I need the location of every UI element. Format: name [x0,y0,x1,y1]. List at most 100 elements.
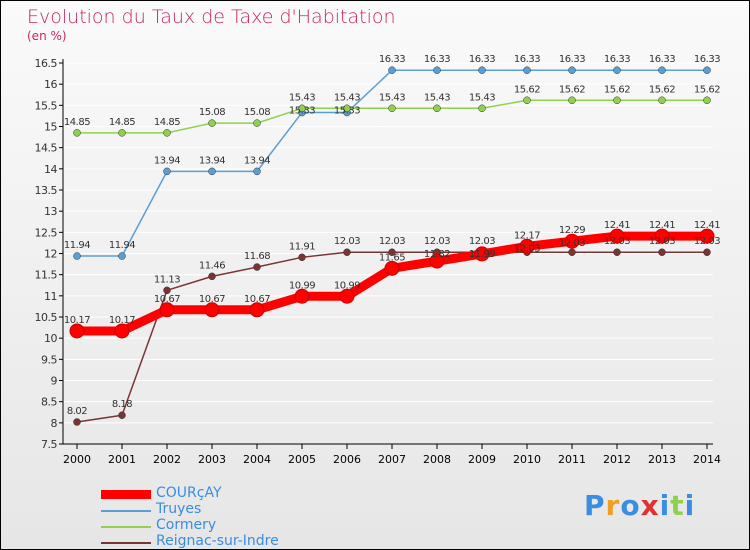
data-label: 14.85 [109,117,135,128]
data-label: 15.43 [469,92,495,103]
data-point [339,288,355,304]
legend-swatch [101,510,151,512]
data-point [253,167,261,176]
data-point [699,228,715,244]
data-point [388,248,396,256]
data-point [703,96,711,105]
legend-item: Reignac-sur-Indre [101,533,401,549]
x-tick-label: 2013 [648,453,676,466]
data-label: 15.43 [379,92,405,103]
data-label: 11.68 [244,251,270,262]
data-label: 12.41 [604,220,630,231]
data-label: 16.33 [514,54,540,65]
data-point [523,96,531,105]
data-label: 11.94 [64,240,90,251]
y-tick-label: 15 [44,121,57,134]
data-point [474,246,490,262]
data-label: 11.99 [469,249,495,260]
data-point [564,233,580,249]
data-label: 15.62 [514,84,540,95]
x-tick-label: 2011 [558,453,586,466]
data-point [118,252,126,260]
data-label: 12.03 [334,236,360,247]
y-tick-label: 7.5 [41,438,57,451]
data-label: 15.43 [424,92,450,103]
data-point [163,167,171,176]
data-label: 15.62 [649,84,675,95]
data-point [568,96,576,105]
y-axis-unit: (en %) [27,29,67,43]
x-tick-label: 2014 [693,453,721,466]
data-label: 10.17 [64,315,90,326]
data-label: 16.33 [559,54,585,65]
data-point [208,167,216,176]
data-point [298,253,306,262]
data-label: 11.91 [289,241,315,252]
y-tick-label: 11.5 [35,269,58,282]
logo-letter: P [584,489,606,522]
x-tick-label: 2002 [153,453,181,466]
data-point [523,66,531,74]
legend-swatch [101,490,151,499]
data-label: 12.03 [604,236,630,247]
data-label: 11.94 [109,240,135,251]
y-tick-label: 10.5 [35,311,58,324]
proxiti-logo: Proxiti [584,489,695,522]
y-tick-label: 16 [44,78,57,91]
data-point [163,129,171,137]
x-tick-label: 2003 [198,453,226,466]
data-point [568,66,576,74]
data-label: 16.33 [379,54,405,65]
data-point [73,252,81,260]
data-point [163,286,171,295]
logo-letter: o [620,489,641,522]
data-label: 13.94 [244,155,270,166]
data-point [159,302,175,318]
data-label: 15.33 [334,105,360,116]
y-tick-label: 13 [44,205,57,218]
legend-item: COURçAY [101,485,401,503]
data-point [613,96,621,105]
data-point [519,238,535,254]
y-tick-label: 13.5 [35,184,58,197]
data-label: 12.17 [514,230,540,241]
data-point [204,302,220,318]
data-label: 12.03 [469,236,495,247]
data-label: 12.41 [649,220,675,231]
x-tick-label: 2001 [108,453,136,466]
y-tick-label: 15.5 [35,99,58,112]
x-tick-label: 2010 [513,453,541,466]
data-point [118,411,126,419]
x-tick-label: 2007 [378,453,406,466]
logo-letter: t [670,489,685,522]
logo-letter: r [605,489,621,522]
data-label: 11.82 [424,249,450,260]
data-label: 15.43 [289,92,315,103]
data-point [343,248,351,256]
legend-label: Reignac-sur-Indre [156,533,279,549]
data-point [294,288,310,304]
legend-label: Cormery [156,517,217,533]
x-tick-label: 2009 [468,453,496,466]
logo-letter: x [640,489,660,522]
data-label: 13.94 [154,155,180,166]
y-tick-label: 8.5 [41,396,57,409]
data-point [703,248,711,256]
data-point [208,119,216,127]
data-label: 16.33 [424,54,450,65]
data-point [654,228,670,244]
data-label: 10.99 [289,280,315,291]
data-label: 12.03 [424,236,450,247]
data-point [343,104,351,113]
data-point [249,302,265,318]
data-point [478,104,486,113]
data-label: 8.18 [112,399,132,410]
data-label: 16.33 [469,54,495,65]
x-tick-label: 2006 [333,453,361,466]
legend-label: Truyes [156,501,202,517]
data-point [388,104,396,113]
data-point [73,129,81,137]
data-point [69,323,85,339]
